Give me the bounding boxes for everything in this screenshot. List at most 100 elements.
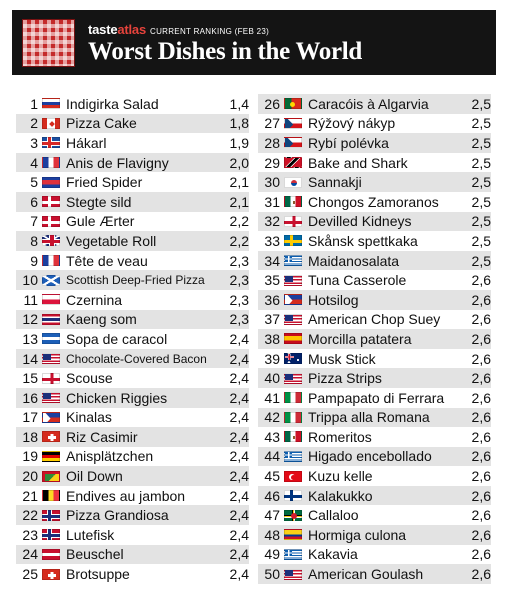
ranking-row: 20 Oil Down 2,4 <box>16 466 249 486</box>
dish-score: 2,6 <box>471 370 491 387</box>
dish-name: Gule Ærter <box>66 213 135 230</box>
checkered-tablecloth-icon <box>22 19 75 67</box>
country-flag-icon <box>284 568 302 580</box>
dish-score: 2,4 <box>229 526 249 543</box>
dish-score: 2,6 <box>471 330 491 347</box>
country-flag-icon <box>42 157 60 169</box>
dish-name: Kalakukko <box>308 487 373 504</box>
rank-number: 17 <box>22 409 38 426</box>
dish-score: 1,4 <box>229 95 249 112</box>
dish-name: Rybí polévka <box>308 134 389 151</box>
rank-number: 11 <box>23 291 38 308</box>
dish-score: 2,6 <box>471 546 491 563</box>
dish-score: 2,3 <box>229 272 249 289</box>
dish-score: 2,6 <box>471 448 491 465</box>
dish-score: 2,5 <box>471 213 491 230</box>
country-flag-icon <box>42 137 60 149</box>
dish-score: 2,4 <box>229 330 249 347</box>
dish-score: 2,6 <box>471 507 491 524</box>
rank-number: 22 <box>22 507 38 524</box>
country-flag-icon <box>284 294 302 306</box>
country-flag-icon <box>42 255 60 267</box>
dish-score: 2,6 <box>471 350 491 367</box>
country-flag-icon <box>284 353 302 365</box>
dish-name: Sopa de caracol <box>66 330 168 347</box>
rank-number: 36 <box>264 291 280 308</box>
rank-number: 32 <box>264 213 280 230</box>
dish-score: 2,2 <box>229 232 249 249</box>
dish-score: 2,6 <box>471 428 491 445</box>
dish-name: Scouse <box>66 370 113 387</box>
dish-score: 2,4 <box>229 507 249 524</box>
rank-number: 14 <box>22 350 38 367</box>
rank-number: 42 <box>264 409 280 426</box>
ranking-row: 5 Fried Spider 2,1 <box>16 172 249 192</box>
dish-name: Pampapato di Ferrara <box>308 389 445 406</box>
dish-name: Bake and Shark <box>308 154 408 171</box>
rank-number: 50 <box>264 566 280 583</box>
rank-number: 38 <box>264 330 280 347</box>
ranking-row: 48 Hormiga culona 2,6 <box>258 525 491 545</box>
country-flag-icon <box>284 98 302 110</box>
dish-score: 2,4 <box>229 428 249 445</box>
brand-prefix: taste <box>88 22 118 37</box>
rank-number: 41 <box>264 389 280 406</box>
dish-score: 2,1 <box>229 193 249 210</box>
country-flag-icon <box>42 353 60 365</box>
rank-number: 21 <box>22 487 38 504</box>
country-flag-icon <box>42 98 60 110</box>
ranking-row: 3 Hákarl 1,9 <box>16 133 249 153</box>
rank-number: 4 <box>30 154 38 171</box>
ranking-row: 33 Skånsk spettkaka 2,5 <box>258 231 491 251</box>
ranking-row: 4 Anis de Flavigny 2,0 <box>16 152 249 173</box>
rank-number: 26 <box>264 95 280 112</box>
dish-name: Skånsk spettkaka <box>308 232 418 249</box>
country-flag-icon <box>284 450 302 462</box>
rank-number: 15 <box>22 370 38 387</box>
ranking-row: 36 Hotsilog 2,6 <box>258 289 491 310</box>
country-flag-icon <box>284 117 302 129</box>
page-title: Worst Dishes in the World <box>88 38 363 65</box>
dish-score: 2,4 <box>229 468 249 485</box>
ranking-row: 43 Romeritos 2,6 <box>258 427 491 447</box>
dish-score: 2,6 <box>471 311 491 328</box>
country-flag-icon <box>284 274 302 286</box>
ranking-row: 32 Devilled Kidneys 2,5 <box>258 211 491 232</box>
dish-score: 2,2 <box>229 213 249 230</box>
ranking-row: 17 Kinalas 2,4 <box>16 408 249 428</box>
dish-name: Anis de Flavigny <box>66 154 169 171</box>
ranking-row: 35 Tuna Casserole 2,6 <box>258 270 491 290</box>
brand-row: tasteatlas CURRENT RANKING (FEB 23) <box>88 22 269 37</box>
dish-name: Oil Down <box>66 468 123 485</box>
ranking-row: 45 Kuzu kelle 2,6 <box>258 466 491 486</box>
dish-score: 2,3 <box>229 252 249 269</box>
country-flag-icon <box>284 333 302 345</box>
country-flag-icon <box>284 548 302 560</box>
dish-score: 2,4 <box>229 566 249 583</box>
dish-score: 2,5 <box>471 115 491 132</box>
ranking-row: 46 Kalakukko 2,6 <box>258 485 491 506</box>
rank-number: 9 <box>30 252 38 269</box>
ranking-row: 39 Musk Stick 2,6 <box>258 349 491 369</box>
dish-score: 2,5 <box>471 232 491 249</box>
country-flag-icon <box>284 215 302 227</box>
country-flag-icon <box>42 117 60 129</box>
country-flag-icon <box>284 470 302 482</box>
ranking-column-left: 1 Indigirka Salad 1,4 2 Pizza Cake 1,8 3 Hákarl… <box>16 94 249 584</box>
dish-score: 2,6 <box>471 409 491 426</box>
dish-score: 2,6 <box>471 566 491 583</box>
country-flag-icon <box>284 235 302 247</box>
dish-score: 2,6 <box>471 468 491 485</box>
ranking-row: 44 Higado encebollado 2,6 <box>258 446 491 467</box>
rank-number: 5 <box>30 174 38 191</box>
dish-name: Riz Casimir <box>66 428 138 445</box>
dish-score: 2,4 <box>229 409 249 426</box>
dish-score: 2,4 <box>229 350 249 367</box>
dish-score: 2,4 <box>229 487 249 504</box>
ranking-row: 37 American Chop Suey 2,6 <box>258 310 491 330</box>
rank-number: 2 <box>30 115 38 132</box>
ranking-row: 27 Rýžový nákyp 2,5 <box>258 114 491 134</box>
country-flag-icon <box>42 294 60 306</box>
dish-name: Chongos Zamoranos <box>308 193 439 210</box>
rank-number: 40 <box>264 370 280 387</box>
